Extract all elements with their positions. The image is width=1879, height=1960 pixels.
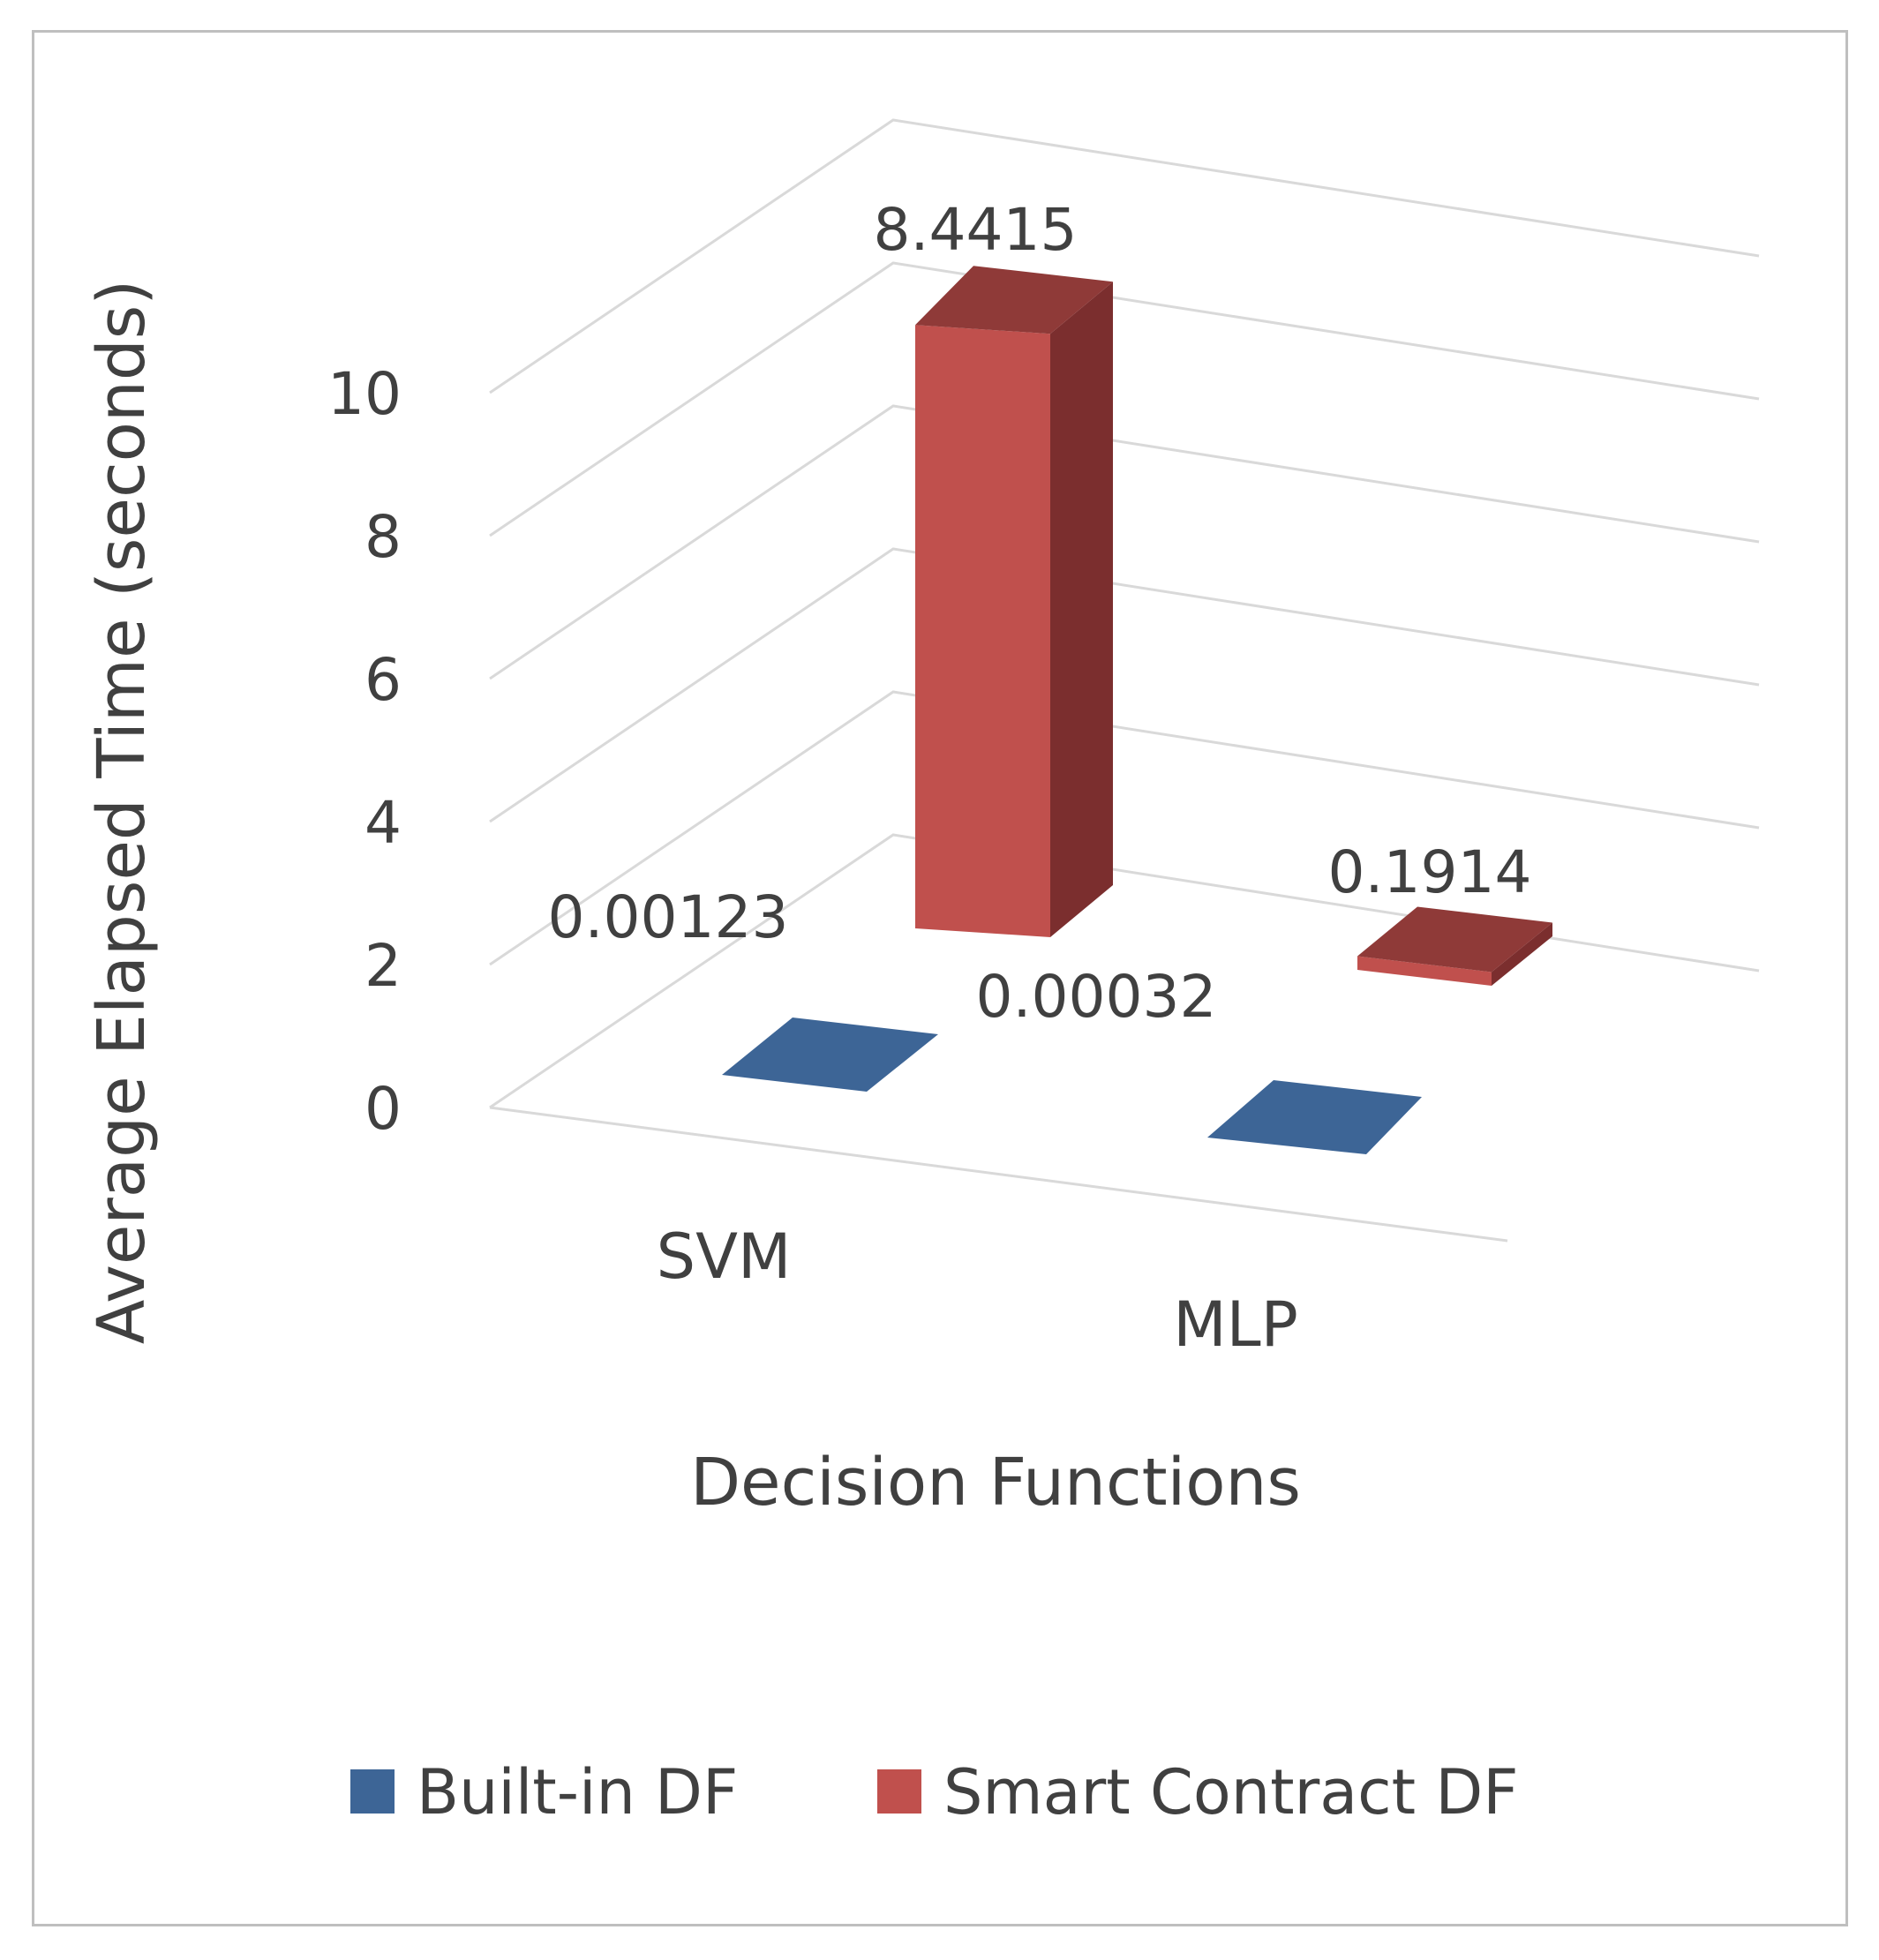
- y-tick-label: 2: [365, 932, 402, 1000]
- y-tick-label: 6: [365, 646, 402, 714]
- category-label-svm: SVM: [657, 1220, 792, 1293]
- data-label-smart-contract-df-mlp: 0.1914: [1328, 838, 1532, 906]
- legend-label-built-in: Built-in DF: [417, 1756, 738, 1829]
- bar-built-in-df-mlp: [1207, 1080, 1422, 1154]
- y-tick-label: 4: [365, 789, 402, 857]
- gridline: [489, 547, 1760, 823]
- bar-smart-contract-df-mlp-top: [1357, 906, 1552, 972]
- y-tick-label: 0: [365, 1075, 402, 1143]
- bar-smart-contract-df-svm-front: [915, 325, 1050, 937]
- gridline: [489, 404, 1760, 680]
- legend-swatch-built-in: [350, 1769, 395, 1814]
- bars: [722, 266, 1552, 1154]
- gridline: [489, 261, 1760, 537]
- y-tick-label: 10: [327, 360, 402, 428]
- bar-smart-contract-df-svm: [915, 266, 1113, 937]
- y-tick-label: 8: [365, 503, 402, 571]
- bar-built-in-df-svm: [722, 1018, 938, 1092]
- bar-smart-contract-df-svm-top: [915, 266, 1113, 334]
- data-labels: 8.4415 0.1914 0.00123 0.00032: [548, 196, 1532, 1031]
- data-label-smart-contract-df-svm: 8.4415: [874, 196, 1078, 264]
- data-label-built-in-df-svm: 0.00123: [548, 883, 789, 951]
- x-axis-title: Decision Functions: [690, 1445, 1301, 1521]
- bar-built-in-df-svm-top: [722, 1018, 938, 1092]
- y-axis-title: Average Elapsed Time (seconds): [84, 280, 160, 1344]
- gridlines: [489, 118, 1760, 1109]
- bar-smart-contract-df-svm-side: [1050, 282, 1113, 937]
- bar-built-in-df-mlp-top: [1207, 1080, 1422, 1154]
- bar-smart-contract-df-mlp-side: [1492, 922, 1552, 986]
- y-axis-ticks: 0 2 4 6 8 10: [327, 360, 402, 1143]
- gridline: [489, 118, 1760, 394]
- chart-floor: [489, 1106, 1508, 1243]
- gridline: [489, 690, 1760, 966]
- legend: Built-in DF Smart Contract DF: [350, 1756, 1519, 1829]
- legend-swatch-smart-contract: [877, 1769, 921, 1814]
- data-label-built-in-df-mlp: 0.00032: [976, 963, 1217, 1031]
- category-labels: SVM MLP: [657, 1220, 1298, 1361]
- floor-front-edge: [489, 1106, 1508, 1243]
- bar-smart-contract-df-mlp: [1357, 906, 1552, 986]
- bar-smart-contract-df-mlp-front: [1357, 956, 1492, 986]
- legend-label-smart-contract: Smart Contract DF: [943, 1756, 1519, 1829]
- category-label-mlp: MLP: [1173, 1288, 1298, 1361]
